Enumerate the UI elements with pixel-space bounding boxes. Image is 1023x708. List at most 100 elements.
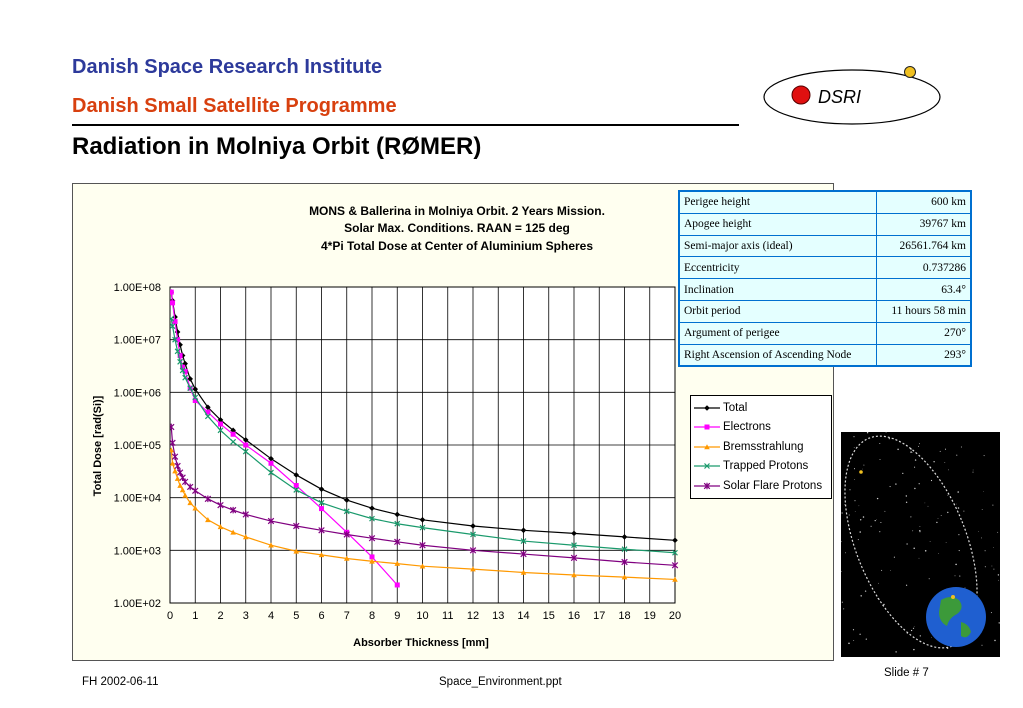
star: [860, 595, 862, 597]
data-point-bremsstrahlung: [177, 482, 183, 488]
star: [919, 531, 921, 533]
x-tick-label: 4: [268, 610, 274, 622]
star: [924, 550, 927, 552]
legend-swatch-total: [694, 404, 720, 411]
star: [864, 590, 867, 592]
y-tick-label: 1.00E+07: [114, 335, 161, 347]
star: [919, 525, 921, 527]
parameter-value: 26561.764 km: [876, 234, 971, 258]
data-point-bremsstrahlung: [520, 569, 527, 575]
star: [859, 519, 862, 521]
star: [956, 454, 958, 456]
legend-item-total: Total: [691, 398, 831, 418]
star: [913, 648, 915, 651]
earth-globe: [926, 587, 986, 647]
star: [954, 575, 956, 577]
legend-swatch-marker: [704, 404, 710, 411]
series-solar-flare-protons: [170, 423, 679, 569]
legend-item-trapped-protons: Trapped Protons: [691, 457, 831, 477]
star: [972, 471, 974, 473]
data-point-electrons: [170, 300, 176, 306]
y-tick-label: 1.00E+05: [114, 440, 161, 452]
x-tick-label: 14: [517, 610, 529, 622]
star: [895, 483, 897, 485]
data-point-bremsstrahlung: [187, 499, 193, 506]
star: [983, 491, 984, 492]
x-axis-label: Absorber Thickness [mm]: [353, 637, 489, 649]
data-point-total: [293, 472, 300, 478]
star: [853, 468, 856, 470]
star: [940, 514, 942, 516]
star: [870, 525, 872, 527]
star: [919, 635, 921, 637]
star: [885, 432, 887, 433]
star: [947, 511, 949, 514]
star: [883, 603, 885, 606]
star: [963, 510, 965, 512]
parameter-row: Eccentricity 0.737286: [678, 256, 971, 280]
footer-slide-number: Slide # 7: [884, 667, 929, 679]
star: [853, 436, 855, 438]
parameter-row: Perigee height 600 km: [678, 191, 971, 214]
legend-swatch-marker: [704, 463, 710, 470]
star: [843, 608, 845, 610]
data-point-trapped-protons: [268, 469, 274, 476]
chart-title-line-2: Solar Max. Conditions. RAAN = 125 deg: [344, 221, 570, 235]
parameter-value: 293°: [876, 343, 971, 367]
title-rule: [72, 124, 739, 126]
data-point-trapped-protons: [187, 385, 194, 392]
data-point-trapped-protons: [230, 438, 237, 445]
series-electrons: [170, 289, 400, 588]
star: [849, 489, 851, 491]
legend-label: Total: [723, 401, 748, 414]
star: [944, 448, 947, 450]
data-point-solar-flare-protons: [520, 550, 527, 558]
data-point-trapped-protons: [369, 515, 375, 522]
data-point-trapped-protons: [179, 367, 186, 374]
star: [937, 518, 939, 519]
data-point-bremsstrahlung: [179, 487, 186, 493]
legend-swatch-solar-flare-protons: [694, 482, 720, 490]
star: [958, 534, 960, 536]
star: [879, 459, 881, 460]
data-point-electrons: [172, 319, 178, 325]
data-point-bremsstrahlung: [205, 516, 211, 523]
star: [992, 504, 994, 506]
star: [841, 571, 842, 572]
data-point-solar-flare-protons: [419, 541, 426, 549]
parameter-value: 39767 km: [876, 212, 971, 236]
star: [924, 502, 926, 504]
star: [854, 479, 856, 480]
data-point-solar-flare-protons: [671, 561, 679, 569]
legend-label: Electrons: [723, 421, 771, 434]
data-point-solar-flare-protons: [174, 462, 181, 470]
data-point-total: [217, 417, 224, 423]
data-point-trapped-protons: [520, 538, 527, 544]
star: [913, 626, 915, 628]
legend-swatch-trapped-protons: [694, 463, 720, 470]
star: [994, 639, 996, 642]
star: [880, 521, 882, 524]
grid-layer: [169, 286, 676, 604]
data-point-electrons: [268, 460, 274, 466]
data-point-solar-flare-protons: [570, 554, 578, 562]
data-point-total: [419, 516, 426, 523]
star: [905, 495, 907, 497]
data-point-electrons: [369, 554, 375, 560]
star: [944, 462, 946, 464]
legend-label: Trapped Protons: [723, 460, 809, 473]
star: [972, 469, 974, 471]
y-tick-label: 1.00E+04: [114, 493, 161, 505]
x-tick-label: 15: [543, 610, 555, 622]
data-point-bremsstrahlung: [470, 566, 476, 572]
data-point-solar-flare-protons: [368, 534, 376, 542]
star: [914, 487, 916, 490]
legend-item-solar-flare-protons: Solar Flare Protons: [691, 476, 831, 496]
data-point-solar-flare-protons: [186, 483, 194, 491]
data-point-total: [470, 523, 476, 529]
star: [933, 461, 935, 463]
star: [978, 530, 979, 532]
x-tick-label: 1: [192, 610, 198, 622]
data-point-electrons: [205, 409, 211, 415]
data-point-total: [205, 404, 211, 411]
